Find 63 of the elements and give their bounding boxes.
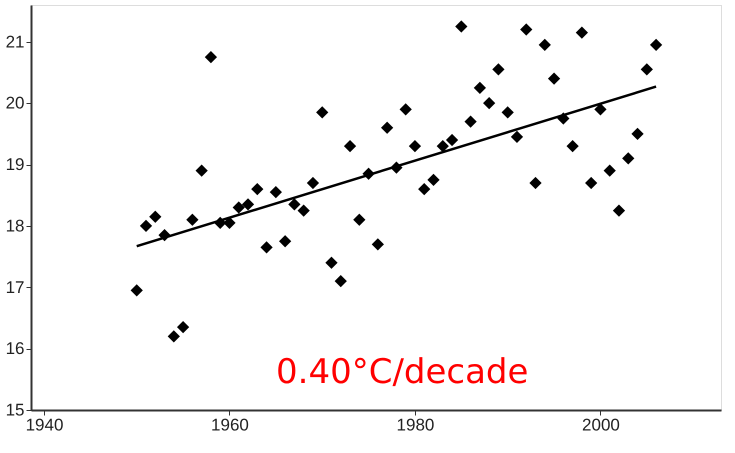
- point: [334, 275, 347, 288]
- point: [585, 176, 598, 190]
- point: [260, 241, 273, 254]
- y-tick-label: 21: [6, 32, 24, 52]
- y-tick-label: 20: [6, 94, 24, 113]
- y-tick-label: 18: [6, 216, 24, 236]
- point: [196, 164, 208, 177]
- point: [140, 220, 152, 232]
- point: [520, 23, 532, 36]
- point: [306, 176, 320, 190]
- y-tick-label: 19: [6, 155, 24, 174]
- x-tick-label: 1940: [26, 416, 64, 434]
- point: [372, 238, 384, 250]
- point: [455, 20, 468, 33]
- point: [408, 140, 422, 152]
- point: [381, 122, 394, 134]
- y-tick-label: 16: [6, 339, 24, 358]
- point: [344, 140, 356, 152]
- point: [529, 176, 542, 190]
- point: [278, 235, 292, 248]
- point: [650, 38, 662, 52]
- point: [576, 26, 588, 39]
- point: [483, 97, 496, 110]
- x-tick-label: 1980: [396, 416, 434, 434]
- point: [242, 198, 254, 211]
- point: [566, 140, 579, 152]
- point: [604, 164, 616, 177]
- point: [353, 214, 366, 226]
- point: [427, 174, 440, 186]
- point: [594, 103, 607, 116]
- point: [502, 106, 514, 119]
- point: [270, 186, 282, 198]
- y-tick-label: 15: [6, 400, 24, 420]
- point: [418, 182, 430, 196]
- point: [149, 210, 162, 223]
- point: [474, 82, 486, 94]
- point: [400, 103, 412, 116]
- y-tick-label: 17: [6, 278, 24, 297]
- point: [288, 198, 301, 211]
- point: [436, 140, 449, 152]
- point: [446, 134, 458, 146]
- x-tick-label: 1960: [211, 416, 249, 434]
- point: [251, 182, 264, 196]
- point: [168, 330, 180, 342]
- point: [464, 115, 477, 128]
- point: [510, 130, 524, 144]
- point: [298, 204, 310, 217]
- annotation: 0.40°C/decade: [276, 352, 528, 392]
- point: [622, 152, 634, 165]
- point: [492, 63, 505, 76]
- x-tick-label: 2000: [582, 416, 620, 434]
- point: [631, 128, 644, 140]
- point: [548, 72, 560, 85]
- point: [204, 51, 218, 64]
- point: [176, 321, 190, 334]
- point: [325, 256, 338, 269]
- point: [612, 204, 626, 217]
- point: [130, 284, 143, 296]
- point: [640, 63, 653, 76]
- point: [316, 106, 328, 119]
- point: [538, 38, 551, 52]
- point: [232, 201, 245, 214]
- point: [186, 214, 198, 226]
